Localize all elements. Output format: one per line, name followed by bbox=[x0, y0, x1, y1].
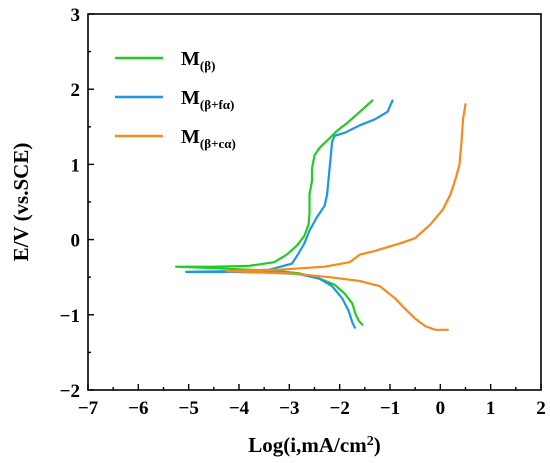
y-tick-label: 2 bbox=[71, 80, 81, 101]
ticks-group: −7 −6 −5 −4 −3 −2 −1 0 1 2 −2 −1 0 1 2 3 bbox=[60, 5, 546, 419]
legend-label-main: M bbox=[181, 87, 200, 109]
x-axis-title-close: ) bbox=[374, 433, 381, 457]
legend-label-2: M(β+fα) bbox=[181, 87, 234, 112]
axes-group bbox=[87, 13, 542, 391]
plot-frame bbox=[87, 13, 542, 391]
y-tick-label: 3 bbox=[71, 5, 81, 26]
x-tick-label: −2 bbox=[330, 398, 350, 419]
legend: M(β)M(β+fα)M(β+cα) bbox=[115, 48, 236, 151]
series-line-3 bbox=[225, 103, 467, 331]
x-tick-label: −4 bbox=[229, 398, 250, 419]
legend-label-main: M bbox=[181, 48, 200, 70]
legend-label-main: M bbox=[181, 126, 200, 148]
x-tick-label: −6 bbox=[128, 398, 148, 419]
legend-label-1: M(β) bbox=[181, 48, 215, 73]
x-tick-label: −5 bbox=[179, 398, 199, 419]
x-tick-label: 1 bbox=[486, 398, 496, 419]
y-tick-label: −1 bbox=[60, 306, 80, 327]
x-tick-label: −3 bbox=[279, 398, 299, 419]
legend-label-sub: (β) bbox=[200, 58, 216, 73]
series-group bbox=[175, 99, 467, 331]
series-line-1 bbox=[175, 99, 374, 326]
x-tick-label: 2 bbox=[536, 398, 546, 419]
legend-label-sub: (β+cα) bbox=[200, 136, 236, 151]
x-tick-label: 0 bbox=[436, 398, 446, 419]
x-tick-label: −1 bbox=[380, 398, 400, 419]
x-axis-title: Log(i,mA/cm2) bbox=[248, 433, 380, 457]
series-line-2 bbox=[185, 99, 394, 329]
y-tick-label: −2 bbox=[60, 381, 80, 402]
x-axis-title-sup: 2 bbox=[367, 434, 374, 449]
y-axis-title: E/V (vs.SCE) bbox=[9, 143, 33, 262]
x-axis-title-main: Log(i,mA/cm bbox=[248, 433, 367, 457]
legend-label-3: M(β+cα) bbox=[181, 126, 236, 151]
y-tick-label: 1 bbox=[71, 155, 81, 176]
legend-label-sub: (β+fα) bbox=[200, 97, 235, 112]
y-tick-label: 0 bbox=[71, 231, 81, 252]
x-tick-label: −7 bbox=[78, 398, 99, 419]
